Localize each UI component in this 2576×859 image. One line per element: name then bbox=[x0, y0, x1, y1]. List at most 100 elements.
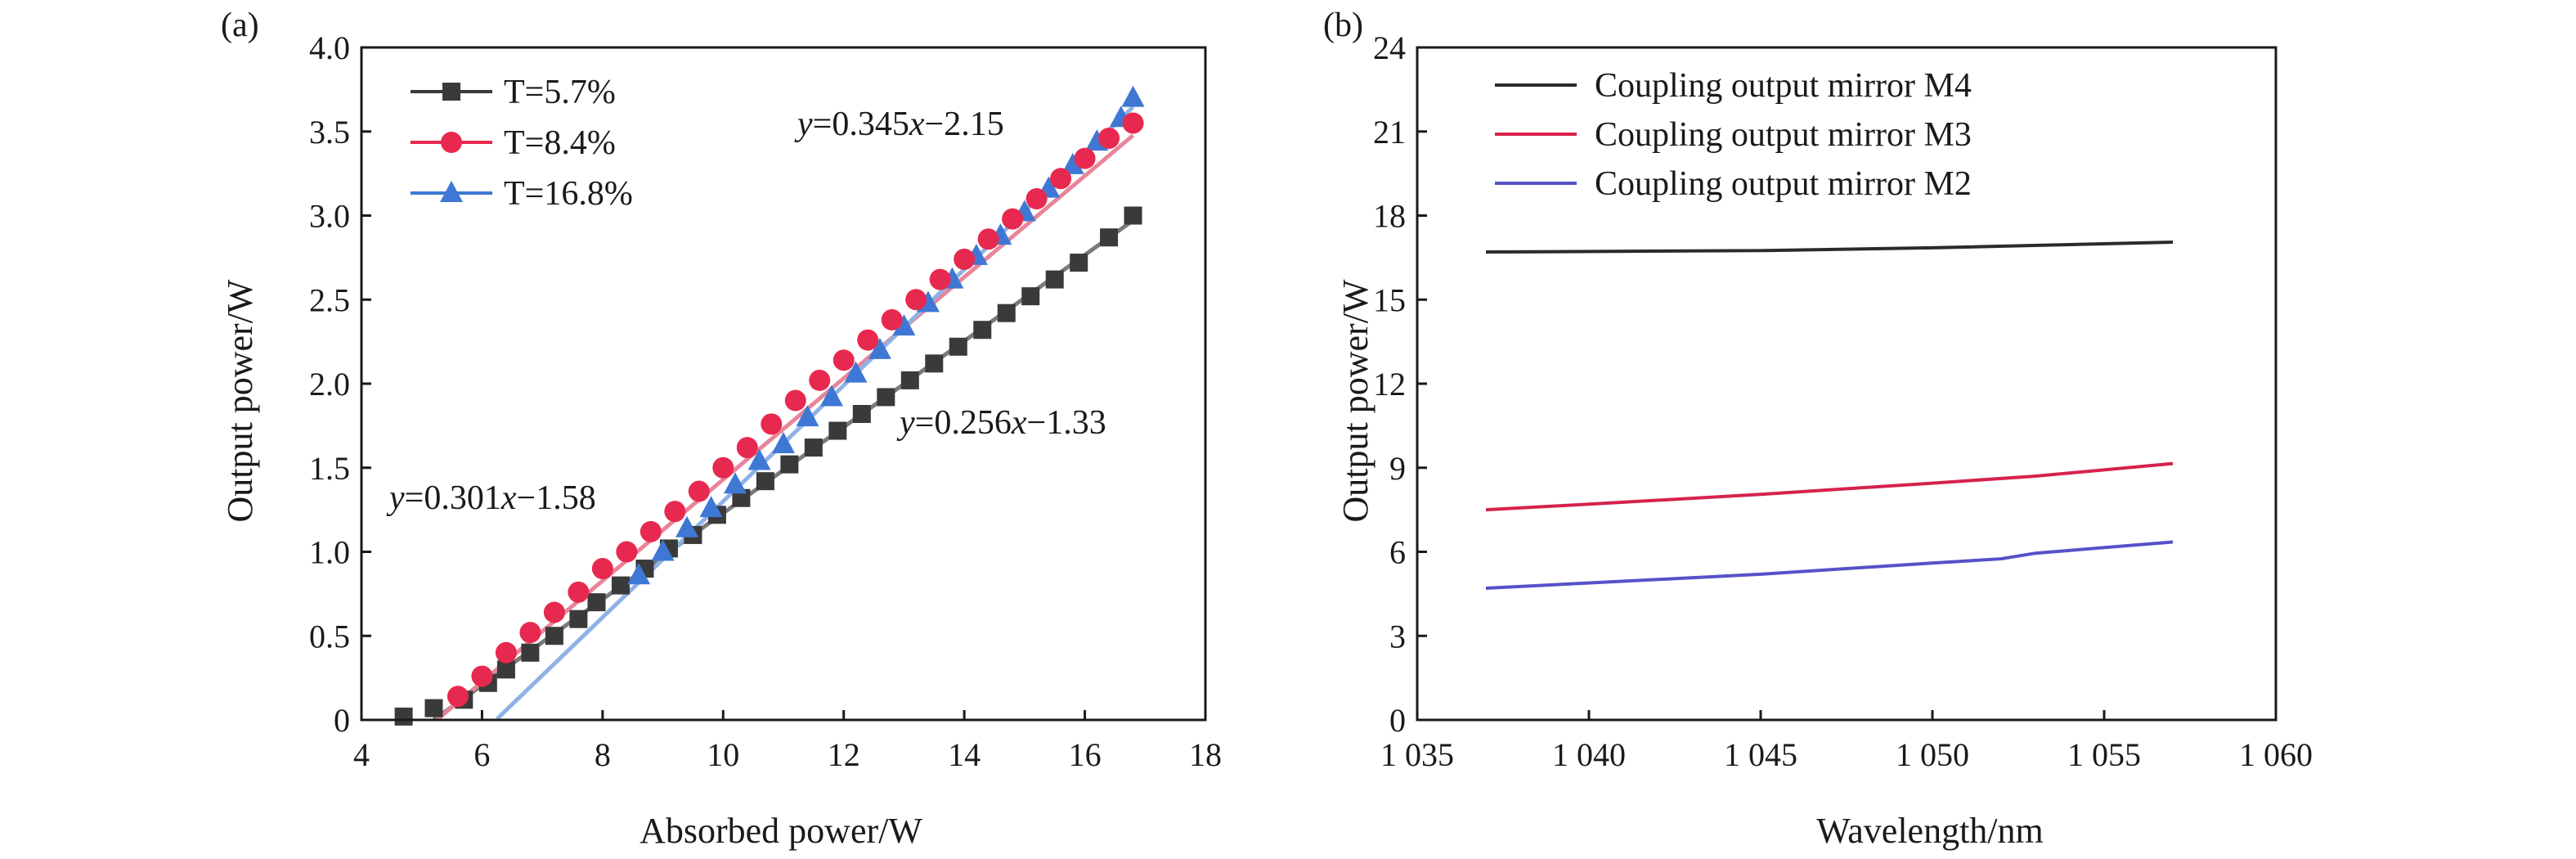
data-point-t84 bbox=[1050, 168, 1072, 190]
data-point-t57 bbox=[569, 609, 588, 628]
series-line-m2 bbox=[1485, 540, 2174, 591]
legend-label-t57: T=5.7% bbox=[504, 74, 616, 111]
panel-b-x-tick-label: 1 060 bbox=[2239, 736, 2313, 773]
panel-a-y-tick-label: 2.0 bbox=[309, 366, 350, 403]
panel-a-x-tick-label: 14 bbox=[948, 736, 981, 773]
panel-a-x-tick-label: 12 bbox=[828, 736, 860, 773]
panel-b-x-tick-label: 1 040 bbox=[1552, 736, 1626, 773]
data-point-t57 bbox=[424, 699, 443, 717]
data-point-t84 bbox=[712, 456, 734, 479]
data-point-t57 bbox=[1021, 287, 1040, 306]
data-point-t168 bbox=[1061, 152, 1084, 174]
data-point-t168 bbox=[699, 496, 723, 518]
data-point-t84 bbox=[471, 665, 493, 687]
series-line-m3 bbox=[1485, 461, 2174, 512]
panel-b-series-lines bbox=[1485, 241, 2174, 591]
panel-b-y-tick-label: 3 bbox=[1389, 618, 1406, 654]
data-point-t57 bbox=[973, 321, 992, 340]
data-point-t84 bbox=[905, 289, 927, 311]
data-point-t84 bbox=[761, 413, 783, 435]
data-point-t57 bbox=[900, 371, 919, 389]
legend-label-m4: Coupling output mirror M4 bbox=[1595, 67, 1972, 105]
panel-a-y-tick-label: 3.5 bbox=[309, 114, 350, 151]
data-point-t57 bbox=[828, 421, 847, 440]
data-point-t57 bbox=[587, 593, 606, 612]
data-point-t84 bbox=[568, 581, 590, 603]
panel-b-y-tick-label: 18 bbox=[1373, 198, 1406, 235]
panel-b-axes: 1 035 1 040 1 045 1 050 1 055 1 060 0 3 6 9 12 15 18… bbox=[1373, 29, 2313, 773]
data-point-t168 bbox=[892, 314, 916, 336]
data-point-t84 bbox=[591, 558, 613, 580]
data-point-t57 bbox=[997, 304, 1016, 322]
data-point-t168 bbox=[1121, 85, 1145, 107]
panel-a-x-tick-label: 4 bbox=[353, 736, 370, 773]
data-point-t168 bbox=[844, 361, 868, 383]
panel-a-x-axis-title: Absorbed power/W bbox=[640, 811, 922, 851]
data-point-t168 bbox=[772, 431, 795, 453]
panel-a-y-tick-label: 4.0 bbox=[309, 29, 350, 66]
panel-a-y-tick-label: 1.5 bbox=[309, 450, 350, 487]
data-point-t168 bbox=[796, 405, 819, 427]
data-point-t84 bbox=[857, 329, 879, 351]
data-point-t84 bbox=[736, 437, 758, 459]
panel-b-y-tick-label: 0 bbox=[1389, 702, 1406, 739]
panel-b-y-tick-label: 21 bbox=[1373, 114, 1406, 151]
panel-b-y-tick-label: 6 bbox=[1389, 534, 1406, 571]
legend-marker-t84 bbox=[441, 132, 462, 153]
panel-a-y-tick-label: 0 bbox=[334, 702, 350, 739]
data-point-t84 bbox=[1074, 147, 1096, 169]
data-point-t57 bbox=[780, 455, 799, 474]
data-point-t84 bbox=[1025, 187, 1048, 209]
data-point-t57 bbox=[611, 576, 630, 595]
data-point-t84 bbox=[929, 268, 951, 290]
data-point-t84 bbox=[832, 349, 855, 371]
data-point-t57 bbox=[545, 627, 563, 645]
data-point-t57 bbox=[1070, 254, 1088, 272]
panel-a-y-axis-title: Output power/W bbox=[220, 279, 260, 522]
panel-a-axes: 4 6 8 10 12 14 16 18 0 0.5 1.0 1.5 2.0 2.5 3.0 3.5 4.0 bbox=[309, 29, 1222, 773]
data-point-t168 bbox=[724, 472, 747, 494]
data-point-t84 bbox=[809, 369, 831, 391]
equation-t57: y=0.256x−1.33 bbox=[896, 404, 1106, 442]
panel-a-x-tick-label: 6 bbox=[473, 736, 490, 773]
data-point-t84 bbox=[447, 686, 469, 708]
panel-b-y-tick-label: 15 bbox=[1373, 281, 1406, 318]
panel-a-y-tick-label: 2.5 bbox=[309, 281, 350, 318]
equation-t84: y=0.301x−1.58 bbox=[386, 479, 596, 517]
panel-a-plot-frame bbox=[360, 46, 1207, 722]
data-point-t84 bbox=[1098, 127, 1120, 149]
data-point-t57 bbox=[1045, 270, 1064, 289]
data-point-t84 bbox=[664, 501, 686, 523]
legend-marker-t168 bbox=[440, 181, 463, 202]
equation-t168: y=0.345x−2.15 bbox=[794, 106, 1004, 143]
panel-b-x-tick-label: 1 045 bbox=[1724, 736, 1797, 773]
data-point-t57 bbox=[521, 643, 540, 662]
data-point-t84 bbox=[640, 520, 662, 542]
data-point-t57 bbox=[394, 707, 413, 726]
data-point-t84 bbox=[495, 641, 517, 663]
panel-a-x-tick-label: 8 bbox=[595, 736, 611, 773]
data-point-t57 bbox=[852, 404, 871, 423]
data-point-t84 bbox=[1122, 112, 1144, 134]
data-point-t57 bbox=[756, 472, 774, 491]
panel-a: (a) 4 6 8 10 12 14 16 1800.51.01.52.02.53.03.54… bbox=[220, 7, 1222, 851]
panel-a-label: (a) bbox=[221, 7, 259, 44]
panel-b-y-tick-label: 9 bbox=[1389, 450, 1406, 487]
panel-b-y-tick-label: 24 bbox=[1373, 29, 1406, 66]
data-point-t168 bbox=[651, 539, 675, 561]
panel-b-label: (b) bbox=[1323, 7, 1363, 44]
data-point-t57 bbox=[496, 660, 515, 679]
data-point-t57 bbox=[1100, 228, 1119, 247]
data-point-t168 bbox=[747, 448, 771, 470]
data-point-t57 bbox=[877, 388, 895, 407]
data-point-t57 bbox=[925, 354, 944, 373]
panel-a-x-tick-label: 10 bbox=[707, 736, 739, 773]
panel-b-x-axis-title: Wavelength/nm bbox=[1816, 811, 2044, 851]
panel-a-data-markers bbox=[394, 85, 1145, 726]
legend-label-m3: Coupling output mirror M3 bbox=[1595, 116, 1972, 154]
panel-b-x-tick-label: 1 055 bbox=[2067, 736, 2141, 773]
data-point-t57 bbox=[1124, 206, 1142, 225]
legend-label-m2: Coupling output mirror M2 bbox=[1595, 165, 1972, 203]
legend-label-t84: T=8.4% bbox=[504, 124, 616, 162]
data-point-t168 bbox=[675, 515, 699, 537]
